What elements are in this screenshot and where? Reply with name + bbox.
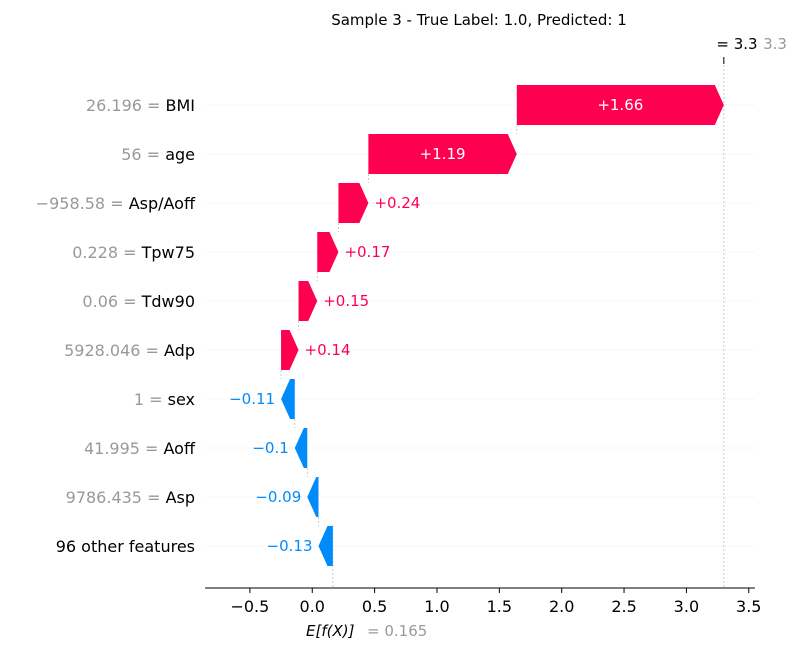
feature-name: BMI xyxy=(166,96,196,115)
bar-value-label: +0.14 xyxy=(305,341,351,359)
feature-name: sex xyxy=(168,390,195,409)
feature-label: 41.995 = Aoff xyxy=(84,439,196,458)
bar-value-label: +1.19 xyxy=(420,145,466,163)
bar-negative xyxy=(294,428,308,468)
feature-value: 9786.435 = xyxy=(66,488,166,507)
x-tick-label: 0.0 xyxy=(300,597,325,616)
bar-value-label: −0.11 xyxy=(229,390,275,408)
x-tick-label: 3.5 xyxy=(736,597,761,616)
bar-positive xyxy=(298,281,318,321)
feature-label: 56 = age xyxy=(121,145,195,164)
bar-value-label: +0.17 xyxy=(344,243,390,261)
x-tick-label: 2.0 xyxy=(549,597,574,616)
feature-label: 26.196 = BMI xyxy=(86,96,195,115)
feature-name: Asp xyxy=(166,488,195,507)
output-label-prefix: = 3.3 xyxy=(716,35,757,53)
base-value-symbol: E[f(X)] xyxy=(306,622,355,640)
feature-value: 26.196 = xyxy=(86,96,166,115)
output-label-value: 3.3 xyxy=(763,35,787,53)
feature-value: 1 = xyxy=(134,390,168,409)
bar-negative xyxy=(307,477,319,517)
x-tick-label: 3.0 xyxy=(674,597,699,616)
bar-negative xyxy=(318,526,333,566)
bar-positive xyxy=(516,85,724,125)
feature-label: 1 = sex xyxy=(134,390,195,409)
feature-value: 0.228 = xyxy=(72,243,141,262)
x-tick-label: 1.0 xyxy=(424,597,449,616)
x-tick-label: 0.5 xyxy=(362,597,387,616)
feature-value: 56 = xyxy=(121,145,165,164)
feature-name: 96 other features xyxy=(56,537,195,556)
bars-group: +1.66 +1.19 +0.24 +0.17 +0.15 +0.14 −0.11 −0.1 −… xyxy=(229,85,724,566)
bar-negative xyxy=(281,379,295,419)
base-value-number: = 0.165 xyxy=(367,622,427,640)
x-axis: −0.5 0.0 0.5 1.0 1.5 2.0 2.5 3.0 3.5 xyxy=(205,587,761,616)
feature-value: 0.06 = xyxy=(82,292,141,311)
bar-positive xyxy=(317,232,339,272)
feature-value: 41.995 = xyxy=(84,439,164,458)
feature-name: Aoff xyxy=(164,439,196,458)
feature-label: 9786.435 = Asp xyxy=(66,488,195,507)
feature-value: −958.58 = xyxy=(36,194,129,213)
bar-value-label: +0.15 xyxy=(323,292,369,310)
output-value-label: = 3.3 3.3 xyxy=(716,35,787,53)
bar-value-label: −0.1 xyxy=(252,439,288,457)
bar-value-label: +1.66 xyxy=(597,96,643,114)
bar-positive xyxy=(338,183,369,223)
chart-title: Sample 3 - True Label: 1.0, Predicted: 1 xyxy=(331,11,627,29)
bar-value-label: −0.09 xyxy=(255,488,301,506)
feature-label: 0.228 = Tpw75 xyxy=(72,243,195,262)
feature-labels: 26.196 = BMI 56 = age −958.58 = Asp/Aoff 0.… xyxy=(36,96,196,556)
feature-label: 0.06 = Tdw90 xyxy=(82,292,195,311)
bar-value-label: +0.24 xyxy=(374,194,420,212)
feature-value: 5928.046 = xyxy=(64,341,164,360)
bar-positive xyxy=(281,330,299,370)
feature-label: 5928.046 = Adp xyxy=(64,341,195,360)
reference-lines xyxy=(332,57,725,588)
feature-name: Adp xyxy=(164,341,195,360)
row-gridlines xyxy=(205,104,755,547)
feature-name: Tdw90 xyxy=(141,292,195,311)
feature-name: age xyxy=(165,145,195,164)
x-tick-label: 1.5 xyxy=(487,597,512,616)
feature-label: −958.58 = Asp/Aoff xyxy=(36,194,196,213)
x-tick-label: −0.5 xyxy=(230,597,269,616)
base-value-label: E[f(X)] = 0.165 xyxy=(306,622,427,640)
feature-label: 96 other features xyxy=(56,537,195,556)
bar-value-label: −0.13 xyxy=(267,537,313,555)
feature-name: Asp/Aoff xyxy=(129,194,196,213)
feature-name: Tpw75 xyxy=(141,243,195,262)
bar-positive xyxy=(368,134,517,174)
x-tick-label: 2.5 xyxy=(611,597,636,616)
